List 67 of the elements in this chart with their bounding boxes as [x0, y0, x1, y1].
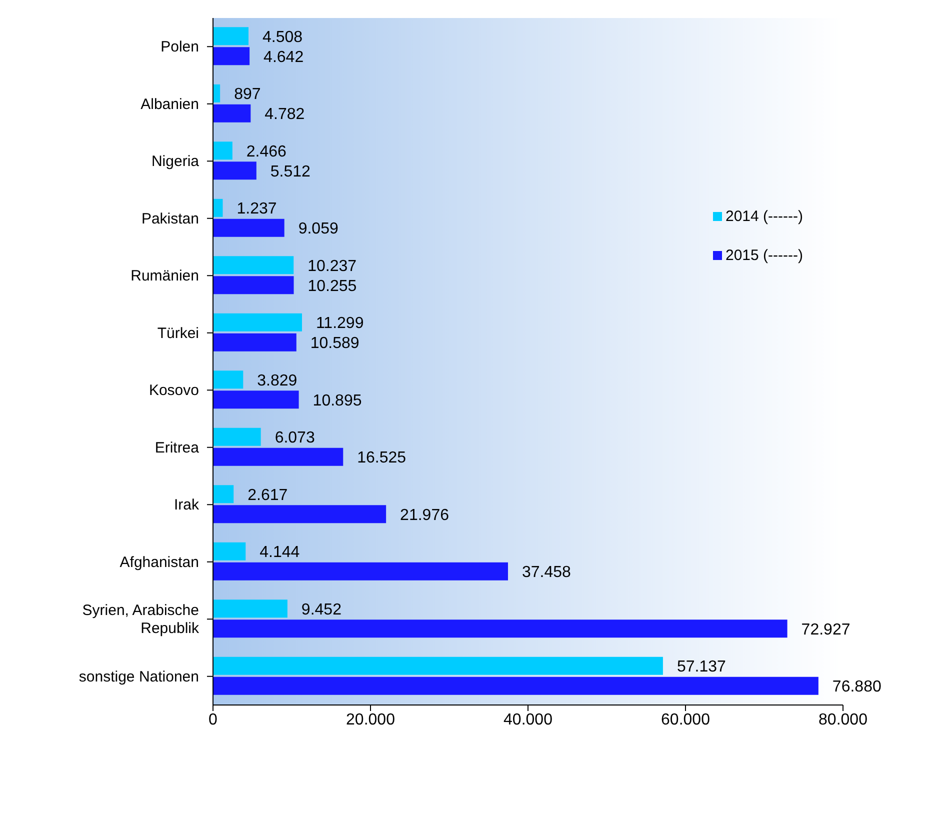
y-tick-label: Irak	[174, 496, 200, 514]
data-label: 11.299	[316, 315, 364, 332]
bar	[213, 218, 284, 237]
data-label: 897	[234, 86, 261, 104]
data-label: 4.508	[262, 28, 303, 46]
bar	[213, 313, 302, 332]
bar	[213, 656, 663, 675]
y-tick-label: Syrien, Arabische Republik	[82, 602, 200, 638]
bar	[213, 428, 261, 446]
y-tick-label: Albanien	[140, 96, 199, 113]
x-tick-label: 40.000	[504, 711, 553, 728]
data-label: 10.589	[310, 335, 360, 352]
bar	[213, 676, 818, 695]
data-label: 5.512	[270, 163, 311, 180]
legend-label: 2014 (------)	[726, 208, 803, 225]
data-label: 21.976	[400, 506, 450, 524]
x-tick-label: 20.000	[346, 711, 396, 728]
data-label: 9.452	[301, 601, 342, 618]
bar	[213, 370, 244, 389]
x-tick-label: 0	[208, 711, 218, 728]
data-label: 2.617	[248, 486, 288, 504]
data-label: 10.255	[308, 278, 357, 295]
data-label: 16.525	[357, 450, 406, 467]
data-label: 2.466	[246, 143, 287, 160]
bar	[213, 104, 251, 122]
legend-label: 2015 (------)	[726, 247, 803, 264]
data-label: 3.829	[257, 372, 298, 390]
bar	[213, 142, 232, 160]
data-label: 1.237	[236, 200, 277, 218]
bar	[213, 276, 294, 294]
y-tick-label: Rumänien	[130, 268, 199, 285]
data-label: 72.927	[801, 621, 850, 638]
bar	[213, 84, 220, 102]
y-tick-label: Eritrea	[154, 439, 200, 456]
data-label: 10.237	[308, 258, 357, 275]
y-tick-label: Kosovo	[148, 382, 199, 400]
y-tick-label: sonstige Nationen	[78, 668, 199, 686]
bar	[213, 485, 234, 504]
bar	[213, 562, 508, 580]
bar	[213, 256, 294, 274]
bar	[213, 390, 299, 409]
bar	[213, 448, 344, 466]
data-label: 9.059	[298, 220, 338, 238]
y-tick-label: Nigeria	[151, 153, 200, 170]
y-tick-label: Polen	[160, 38, 199, 56]
bar	[213, 542, 246, 560]
x-tick-label: 60.000	[661, 711, 710, 728]
data-label: 4.642	[264, 48, 304, 66]
data-label: 4.782	[264, 106, 305, 124]
y-tick-label: Pakistan	[141, 210, 199, 228]
bar	[213, 27, 248, 46]
x-tick-label: 80.000	[818, 711, 868, 728]
bar	[213, 600, 288, 618]
y-tick-label: Afghanistan	[120, 554, 199, 571]
bar	[213, 620, 788, 638]
bar	[213, 47, 250, 66]
bar	[213, 198, 223, 217]
bar	[213, 505, 386, 524]
bar	[213, 333, 296, 352]
data-label: 37.458	[522, 564, 572, 582]
data-label: 6.073	[274, 430, 315, 447]
data-label: 57.137	[676, 658, 726, 676]
data-label: 4.144	[260, 544, 300, 562]
data-label: 10.895	[312, 392, 362, 410]
y-tick-label: Türkei	[157, 324, 199, 342]
bar	[213, 162, 256, 180]
data-label: 76.880	[832, 678, 882, 696]
